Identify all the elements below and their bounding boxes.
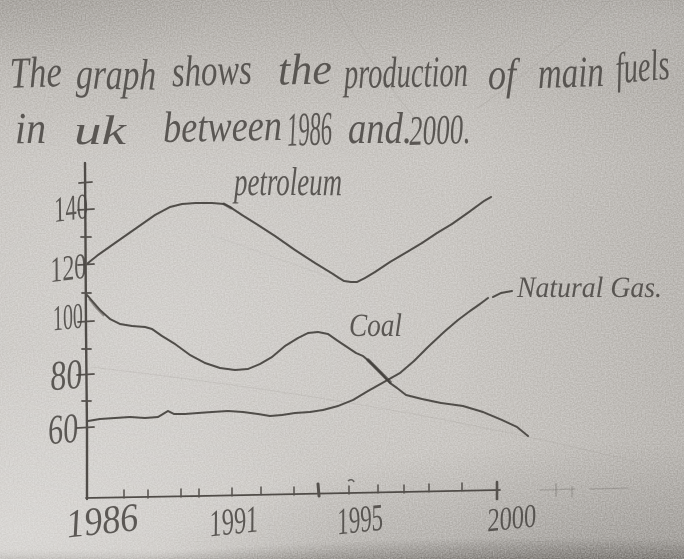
svg-text:the: the (277, 45, 332, 95)
svg-text:Coal: Coal (349, 308, 402, 344)
svg-text:graph: graph (76, 49, 157, 99)
svg-text:1986: 1986 (286, 102, 333, 157)
svg-text:2000: 2000 (485, 498, 538, 539)
svg-text:1991: 1991 (207, 498, 260, 545)
svg-text:120: 120 (48, 246, 89, 290)
svg-text:1995: 1995 (335, 497, 385, 544)
svg-text:between: between (163, 101, 283, 152)
svg-text:Natural Gas.: Natural Gas. (516, 271, 662, 304)
svg-text:and.: and. (348, 104, 412, 153)
svg-text:of: of (488, 50, 521, 99)
svg-text:2000.: 2000. (408, 107, 471, 155)
svg-text:The: The (9, 47, 63, 98)
svg-text:80: 80 (48, 352, 84, 401)
svg-text:petroleum: petroleum (232, 159, 342, 204)
svg-text:shows: shows (171, 45, 253, 97)
svg-text:production: production (342, 47, 469, 98)
svg-text:140: 140 (51, 186, 90, 230)
svg-text:uk: uk (74, 107, 127, 153)
svg-text:fuels: fuels (613, 40, 671, 94)
svg-text:1986: 1986 (64, 494, 140, 546)
svg-text:main: main (537, 47, 605, 98)
svg-text:in: in (15, 104, 46, 153)
svg-text:60: 60 (46, 406, 80, 454)
svg-text:100: 100 (51, 295, 85, 338)
